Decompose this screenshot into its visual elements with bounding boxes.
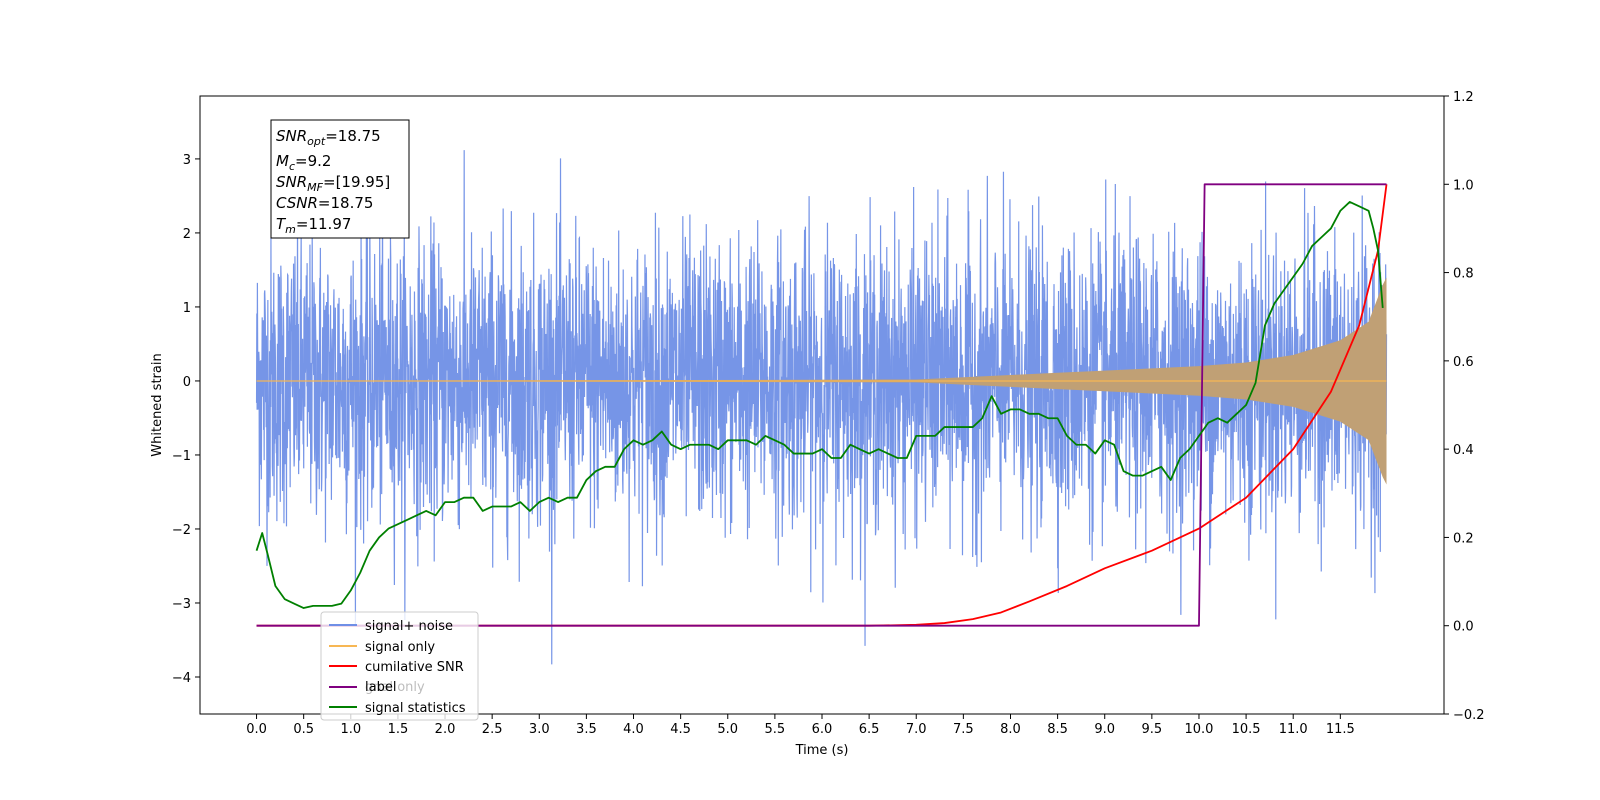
y-tick-label: −1	[172, 449, 191, 464]
x-tick-label: 3.0	[529, 722, 550, 737]
legend-label-signal-only: signal only	[365, 640, 435, 655]
y-tick-label: 2	[183, 227, 191, 242]
y2-tick-label: −0.2	[1453, 708, 1485, 723]
x-tick-label: 4.5	[670, 722, 691, 737]
legend: gnal only signal+ noise signal only cumi…	[320, 611, 479, 721]
legend-label-cumulative-snr: cumilative SNR	[365, 660, 464, 675]
x-tick-label: 9.0	[1094, 722, 1115, 737]
x-tick-label: 1.0	[340, 722, 361, 737]
y-tick-label: −4	[172, 671, 191, 686]
x-tick-label: 2.5	[482, 722, 503, 737]
x-tick-label: 8.5	[1047, 722, 1068, 737]
y-tick-label: −3	[172, 597, 191, 612]
x-tick-label: 5.5	[765, 722, 786, 737]
x-tick-label: 10.0	[1184, 722, 1213, 737]
info-box-frame	[270, 119, 410, 239]
x-tick-label: 6.0	[812, 722, 833, 737]
y2-tick-label: 0.2	[1453, 531, 1474, 546]
x-tick-label: 9.5	[1142, 722, 1163, 737]
series-signal-statistics	[255, 201, 1384, 609]
y-axis-left: 3 2 1 0 −1 −2 −3 −4	[172, 153, 200, 686]
series-cumulative-snr	[256, 184, 1388, 627]
legend-overlap-text: gnal only	[365, 680, 425, 695]
y-tick-label: −2	[172, 523, 191, 538]
y-axis-right: 1.2 1.0 0.8 0.6 0.4 0.2 0.0 −0.2	[1444, 90, 1485, 723]
info-snr-opt: SNRopt=18.75	[276, 127, 381, 148]
x-tick-label: 6.5	[859, 722, 880, 737]
y2-tick-label: 0.6	[1453, 355, 1474, 370]
legend-label-signal-statistics: signal statistics	[365, 701, 466, 716]
y-axis-label: Whitened strain	[150, 353, 165, 456]
x-tick-label: 0.5	[293, 722, 314, 737]
x-tick-label: 7.0	[906, 722, 927, 737]
x-axis: 0.0 0.5 1.0 1.5 2.0 2.5 3.0 3.5 4.0 4.5 5.0 5.5 6.0 6…	[246, 714, 1355, 737]
x-tick-label: 11.5	[1326, 722, 1355, 737]
legend-label-label: label	[365, 680, 396, 695]
info-snr-mf: SNRMF=[19.95]	[276, 173, 390, 194]
y-tick-label: 1	[183, 301, 191, 316]
y2-tick-label: 1.0	[1453, 178, 1474, 193]
y2-tick-label: 0.0	[1453, 620, 1474, 635]
x-axis-label: Time (s)	[795, 743, 849, 758]
x-tick-label: 2.0	[435, 722, 456, 737]
info-box: SNRopt=18.75 Mc=9.2 SNRMF=[19.95] CSNR=1…	[270, 119, 410, 239]
x-tick-label: 3.5	[576, 722, 597, 737]
series-label	[256, 183, 1387, 627]
legend-label-signal-noise: signal+ noise	[365, 619, 453, 634]
x-tick-label: 10.5	[1232, 722, 1261, 737]
x-tick-label: 5.0	[717, 722, 738, 737]
x-tick-label: 0.0	[246, 722, 267, 737]
info-csnr: CSNR=18.75	[276, 194, 373, 212]
y2-tick-label: 0.8	[1453, 267, 1474, 282]
y-tick-label: 3	[183, 153, 191, 168]
x-tick-label: 1.5	[388, 722, 409, 737]
legend-frame	[320, 611, 479, 721]
info-tm: Tm=11.97	[276, 215, 351, 236]
x-tick-label: 11.0	[1279, 722, 1308, 737]
y2-tick-label: 0.4	[1453, 443, 1474, 458]
x-tick-label: 8.0	[1000, 722, 1021, 737]
y2-tick-label: 1.2	[1453, 90, 1474, 105]
plot-area	[255, 150, 1388, 665]
x-tick-label: 4.0	[623, 722, 644, 737]
y-tick-label: 0	[183, 375, 191, 390]
x-tick-label: 7.5	[953, 722, 974, 737]
info-mc: Mc=9.2	[276, 152, 331, 173]
